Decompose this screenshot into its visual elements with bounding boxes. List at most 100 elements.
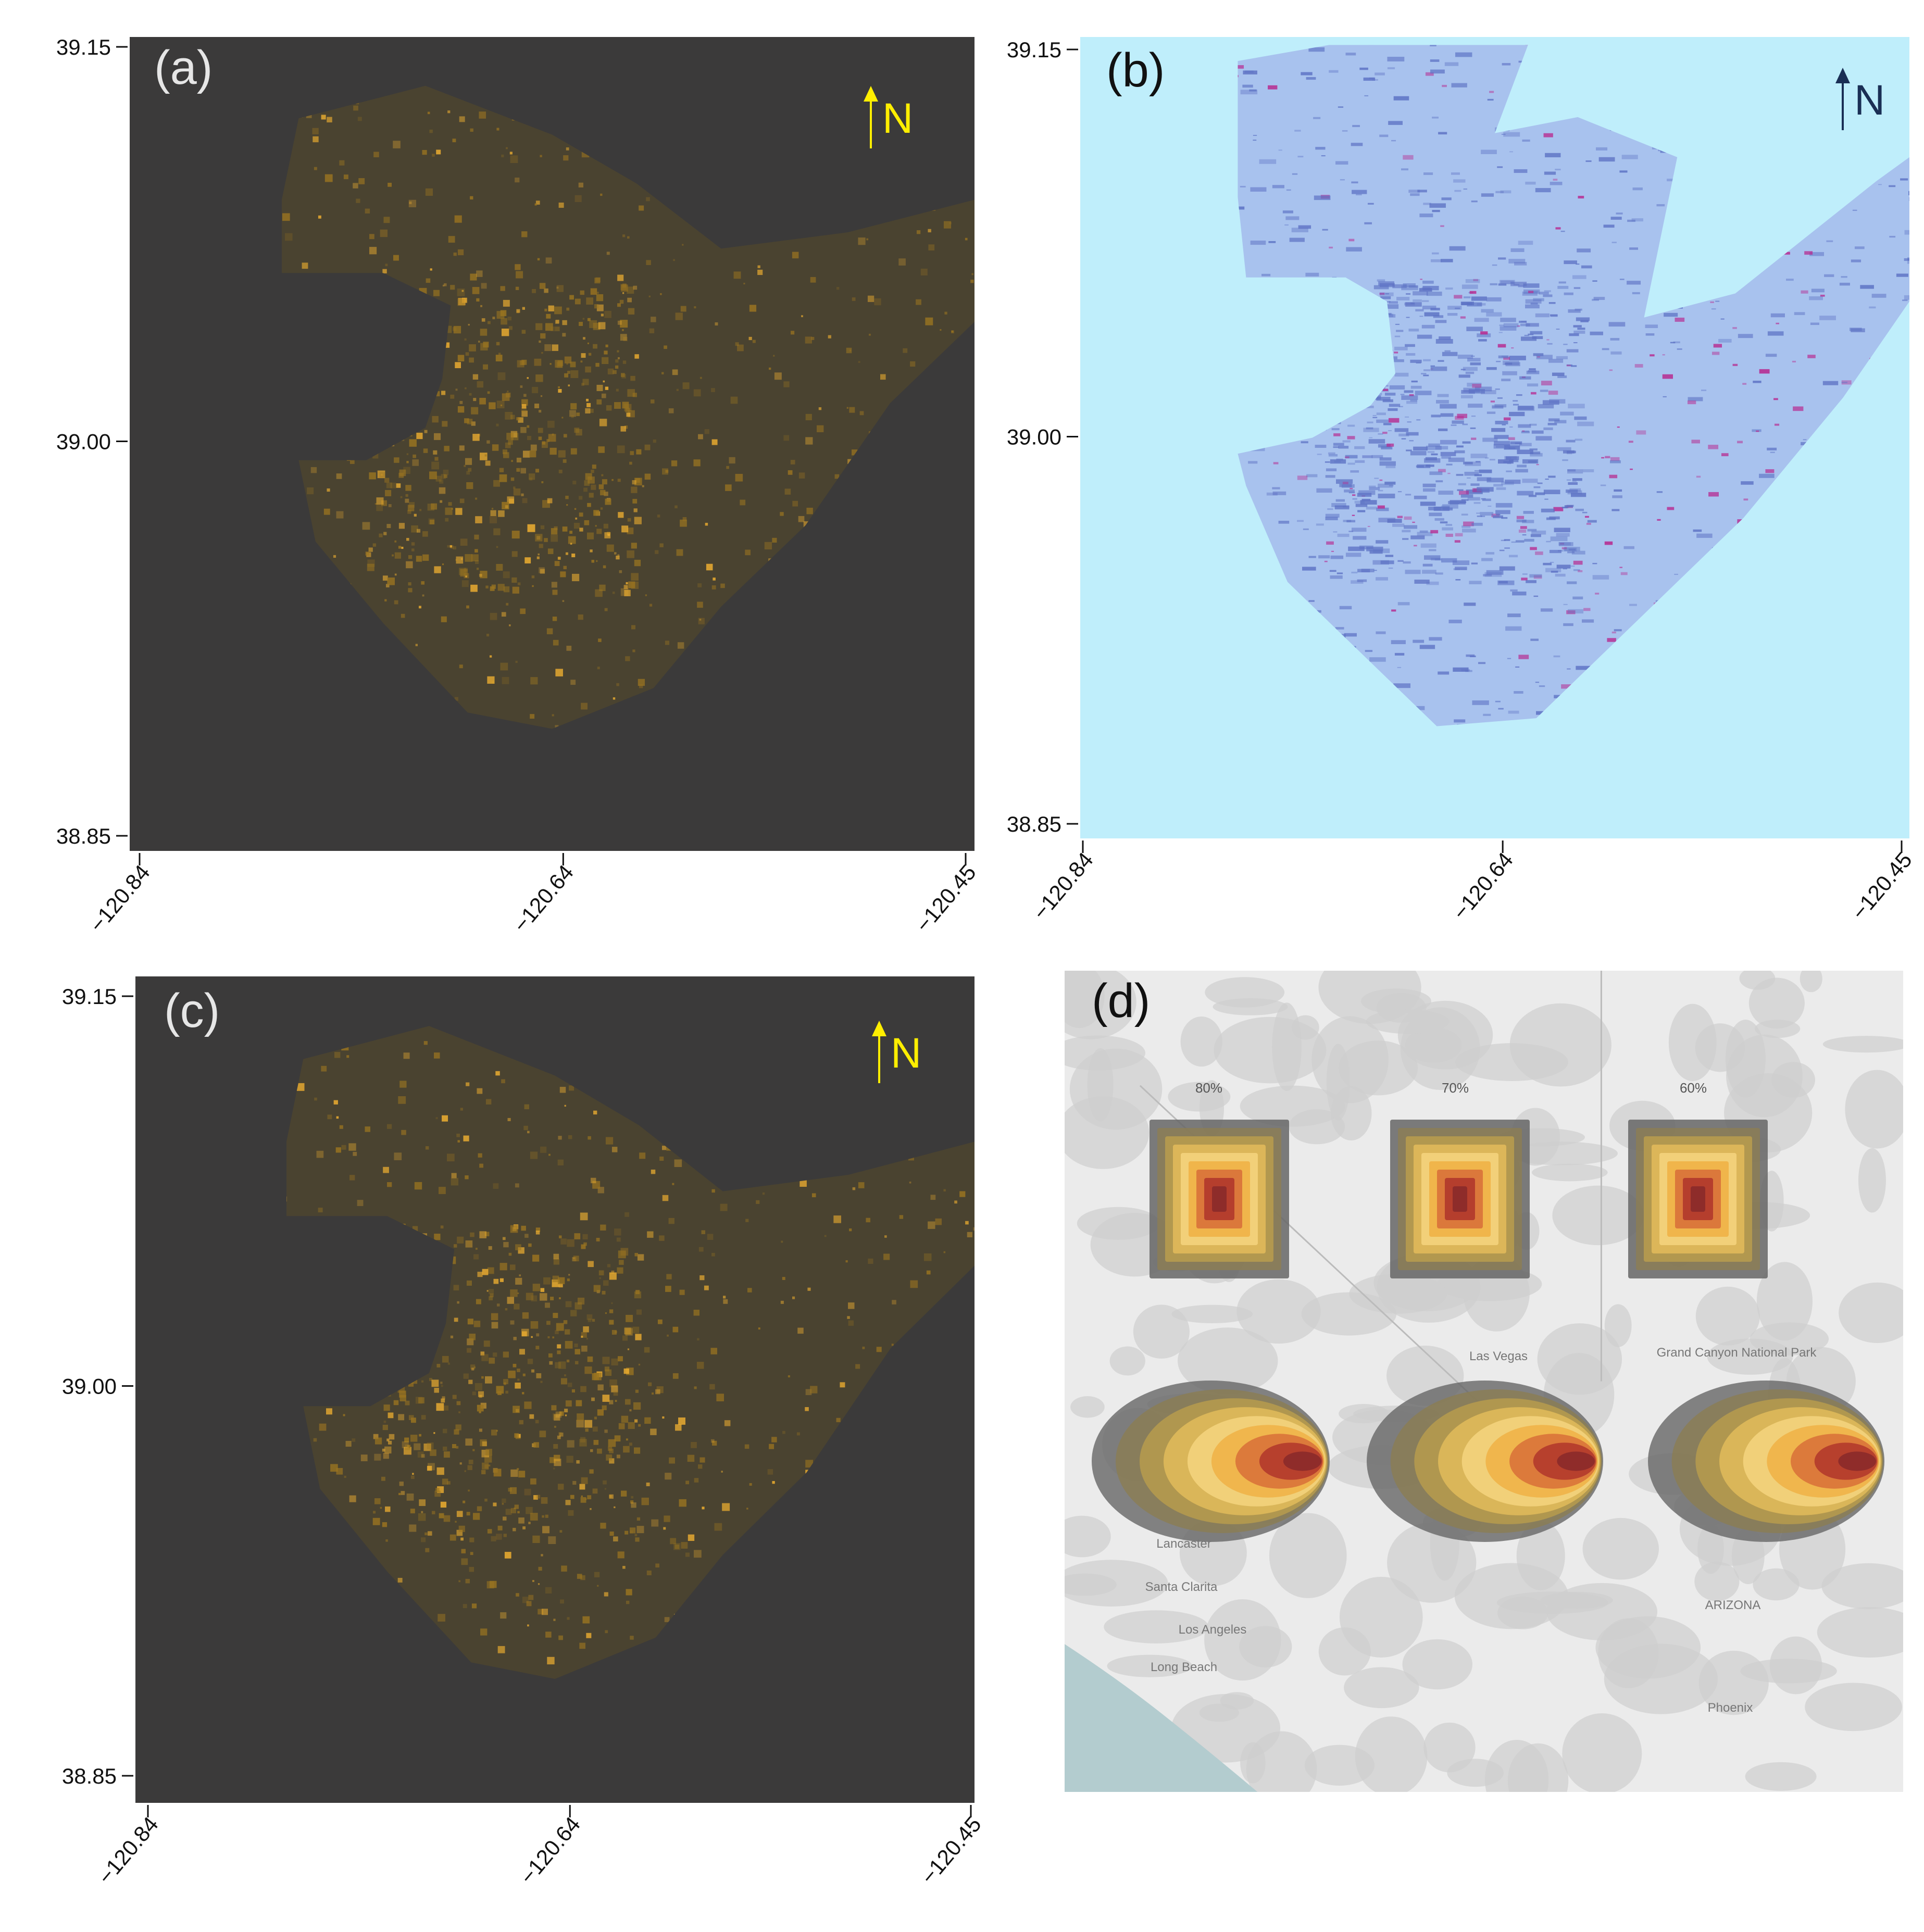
speckle xyxy=(697,583,702,587)
percent-label: 60% xyxy=(1680,1080,1707,1096)
speckle xyxy=(1383,314,1396,318)
speckle xyxy=(1907,259,1909,264)
speckle xyxy=(954,1200,957,1204)
speckle xyxy=(1408,190,1420,193)
speckle xyxy=(580,290,584,295)
speckle xyxy=(1240,90,1258,95)
speckle xyxy=(535,374,543,382)
speckle xyxy=(603,523,608,529)
speckle xyxy=(1453,568,1460,570)
speckle xyxy=(1497,397,1503,399)
speckle xyxy=(1441,505,1450,508)
speckle xyxy=(497,1646,505,1653)
speckle xyxy=(447,545,450,548)
speckle xyxy=(1501,379,1511,382)
speckle xyxy=(1429,471,1443,475)
speckle xyxy=(1344,633,1357,637)
heat-square xyxy=(1691,1186,1705,1212)
speckle xyxy=(374,1498,381,1504)
speckle xyxy=(1380,296,1391,299)
speckle xyxy=(554,1454,560,1462)
speckle xyxy=(1555,573,1566,577)
speckle xyxy=(471,421,476,426)
speckle xyxy=(316,1150,324,1158)
speckle xyxy=(634,559,641,567)
speckle xyxy=(626,1589,632,1596)
speckle xyxy=(353,105,358,111)
speckle xyxy=(1240,185,1246,187)
speckle xyxy=(569,410,576,417)
speckle xyxy=(1473,502,1481,504)
terrain xyxy=(1366,1009,1450,1034)
speckle xyxy=(1413,291,1428,296)
speckle xyxy=(665,1286,671,1292)
speckle xyxy=(1538,404,1554,409)
speckle xyxy=(749,305,757,312)
speckle xyxy=(403,1447,411,1455)
speckle xyxy=(696,1362,704,1369)
speckle xyxy=(314,167,317,170)
speckle xyxy=(744,1444,749,1449)
speckle xyxy=(650,1428,657,1435)
speckle xyxy=(1502,371,1517,375)
speckle xyxy=(1404,516,1412,520)
speckle xyxy=(627,528,634,534)
speckle xyxy=(1410,535,1425,540)
speckle xyxy=(565,1500,571,1506)
speckle xyxy=(1463,367,1478,371)
speckle xyxy=(522,307,525,310)
speckle xyxy=(1278,521,1290,524)
speckle xyxy=(570,361,576,368)
speckle xyxy=(470,1364,476,1370)
speckle xyxy=(671,460,678,467)
speckle xyxy=(625,1328,631,1335)
speckle xyxy=(1387,67,1395,69)
speckle xyxy=(385,1539,388,1542)
speckle xyxy=(1516,394,1522,396)
speckle xyxy=(436,1403,444,1411)
speckle xyxy=(466,1280,472,1286)
speckle xyxy=(1593,297,1605,300)
speckle xyxy=(486,634,490,637)
speckle xyxy=(1501,481,1514,485)
speckle xyxy=(383,1166,389,1173)
speckle xyxy=(1422,300,1429,302)
speckle xyxy=(622,360,627,364)
speckle xyxy=(581,1335,583,1338)
speckle xyxy=(1430,259,1442,262)
speckle xyxy=(1500,190,1511,194)
speckle xyxy=(574,428,580,433)
speckle xyxy=(487,1267,494,1274)
speckle xyxy=(485,585,489,588)
speckle xyxy=(489,1296,493,1301)
speckle xyxy=(1514,169,1528,173)
speckle xyxy=(605,1312,607,1314)
speckle xyxy=(1770,451,1775,453)
speckle xyxy=(1498,283,1507,286)
percent-label: 80% xyxy=(1195,1080,1222,1096)
speckle xyxy=(481,283,487,289)
speckle xyxy=(773,355,775,357)
speckle xyxy=(310,467,317,473)
x-tick-label: −120.84 xyxy=(85,860,155,937)
speckle xyxy=(632,1326,640,1334)
speckle xyxy=(597,1448,602,1454)
speckle xyxy=(621,373,625,377)
speckle xyxy=(603,380,605,383)
speckle xyxy=(410,1417,416,1423)
terrain xyxy=(1800,971,1822,993)
speckle xyxy=(509,624,511,626)
speckle xyxy=(499,1263,507,1271)
speckle xyxy=(511,551,518,557)
speckle xyxy=(604,310,611,318)
speckle xyxy=(1691,440,1700,444)
speckle xyxy=(597,667,600,670)
speckle xyxy=(551,1405,557,1411)
speckle xyxy=(711,585,716,589)
speckle xyxy=(491,508,494,510)
speckle xyxy=(1455,567,1467,570)
speckle xyxy=(530,1321,539,1329)
speckle xyxy=(1430,59,1440,62)
speckle xyxy=(944,311,947,315)
